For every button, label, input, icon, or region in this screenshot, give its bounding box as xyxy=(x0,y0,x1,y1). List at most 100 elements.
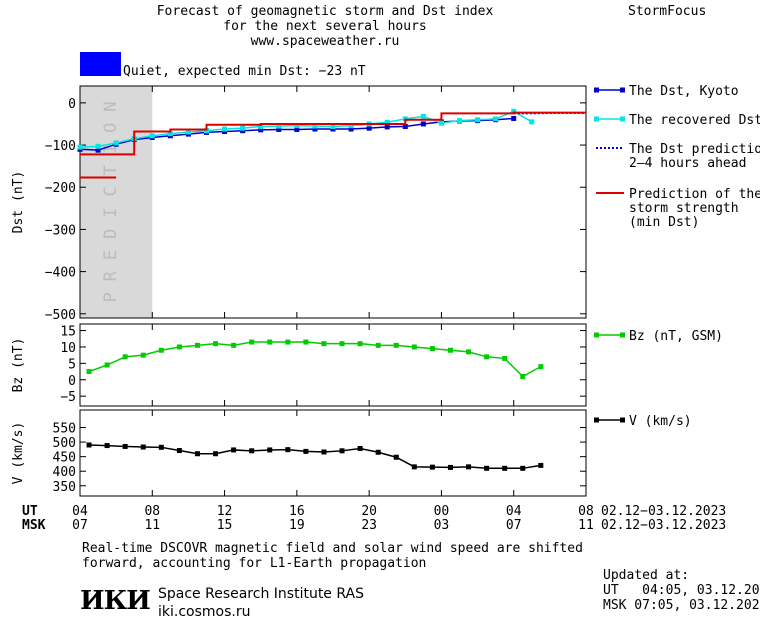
data-point-bz-0 xyxy=(231,343,236,348)
y-axis-label-bz: Bz (nT) xyxy=(11,338,26,393)
data-point-dst-1 xyxy=(222,127,227,132)
x-tick-label-msk: 07 xyxy=(72,518,88,533)
data-point-bz-0 xyxy=(159,348,164,353)
data-point-v-0 xyxy=(358,446,363,451)
legend-label-dst-3: Prediction of the xyxy=(629,187,760,202)
data-point-dst-1 xyxy=(240,126,245,131)
y-tick-label-dst: −100 xyxy=(45,139,76,154)
y-tick-label-dst: −500 xyxy=(45,308,76,323)
y-axis-label-v: V (km/s) xyxy=(11,422,26,485)
data-point-v-0 xyxy=(484,466,489,471)
y-tick-label-bz: 0 xyxy=(68,374,76,389)
prediction-band xyxy=(80,86,152,318)
data-point-dst-1 xyxy=(529,119,534,124)
legend-marker xyxy=(620,117,625,122)
x-tick-label-ut: 16 xyxy=(289,504,305,519)
data-point-v-0 xyxy=(520,466,525,471)
data-point-dst-1 xyxy=(96,144,101,149)
legend-label-dst-3: (min Dst) xyxy=(629,215,699,230)
iki-logo: ИКИ xyxy=(80,586,150,616)
data-point-v-0 xyxy=(376,450,381,455)
y-tick-label-v: 550 xyxy=(53,421,76,436)
x-tick-label-msk: 11 xyxy=(144,518,160,533)
data-point-bz-0 xyxy=(394,343,399,348)
y-tick-label-v: 350 xyxy=(53,480,76,495)
data-point-bz-0 xyxy=(430,346,435,351)
prediction-letter: C xyxy=(101,186,121,196)
data-point-bz-0 xyxy=(520,374,525,379)
data-point-dst-0 xyxy=(385,124,390,129)
data-point-bz-0 xyxy=(249,340,254,345)
data-point-bz-0 xyxy=(466,349,471,354)
data-point-v-0 xyxy=(448,465,453,470)
y-tick-label-v: 450 xyxy=(53,451,76,466)
data-point-v-0 xyxy=(466,464,471,469)
x-tick-label-ut: 04 xyxy=(72,504,88,519)
note-line-1: Real-time DSCOVR magnetic field and sola… xyxy=(82,541,583,556)
data-point-bz-0 xyxy=(87,369,92,374)
y-axis-label-dst: Dst (nT) xyxy=(11,171,26,234)
data-point-bz-0 xyxy=(340,341,345,346)
data-point-v-0 xyxy=(231,447,236,452)
data-point-dst-1 xyxy=(475,117,480,122)
legend-marker xyxy=(594,88,599,93)
panel-frame-v xyxy=(80,410,586,496)
data-point-bz-0 xyxy=(213,341,218,346)
y-tick-label-dst: 0 xyxy=(68,97,76,112)
data-point-bz-0 xyxy=(177,344,182,349)
data-point-bz-0 xyxy=(502,356,507,361)
prediction-letter: D xyxy=(101,229,121,239)
data-point-v-0 xyxy=(430,465,435,470)
data-point-bz-0 xyxy=(321,341,326,346)
y-tick-label-bz: 15 xyxy=(60,325,76,340)
data-point-bz-0 xyxy=(358,341,363,346)
x-tick-label-msk: 07 xyxy=(506,518,522,533)
y-tick-label-dst: −400 xyxy=(45,266,76,281)
data-point-bz-0 xyxy=(105,363,110,368)
data-point-dst-1 xyxy=(457,118,462,123)
legend-label-dst-1: The recovered Dst xyxy=(629,113,760,128)
data-point-bz-0 xyxy=(448,348,453,353)
x-axis-msk-prefix: MSK xyxy=(22,518,46,533)
y-tick-label-bz: −5 xyxy=(60,390,76,405)
legend-label-v-0: V (km/s) xyxy=(629,414,692,429)
data-note: Real-time DSCOVR magnetic field and sola… xyxy=(82,541,583,571)
x-axis-ut-prefix: UT xyxy=(22,504,38,519)
legend-marker xyxy=(620,333,625,338)
data-point-dst-1 xyxy=(78,145,83,150)
updated-block: Updated at: UT 04:05, 03.12.2023 MSK 07:… xyxy=(603,568,760,613)
panel-frame-dst xyxy=(80,86,586,318)
y-tick-label-dst: −300 xyxy=(45,223,76,238)
prediction-letter: P xyxy=(101,292,121,302)
data-point-v-0 xyxy=(321,449,326,454)
data-point-v-0 xyxy=(123,444,128,449)
note-line-2: forward, accounting for L1-Earth propaga… xyxy=(82,556,583,571)
data-point-v-0 xyxy=(285,447,290,452)
updated-ut: UT 04:05, 03.12.2023 xyxy=(603,583,760,598)
prediction-letter: R xyxy=(101,270,121,281)
x-tick-label-ut: 04 xyxy=(506,504,522,519)
data-point-bz-0 xyxy=(303,340,308,345)
data-point-v-0 xyxy=(177,448,182,453)
data-point-bz-0 xyxy=(376,343,381,348)
data-point-v-0 xyxy=(159,445,164,450)
data-point-dst-1 xyxy=(114,140,119,145)
data-point-v-0 xyxy=(141,445,146,450)
updated-msk: MSK 07:05, 03.12.2023 xyxy=(603,598,760,613)
x-tick-label-ut: 20 xyxy=(361,504,377,519)
institute-link[interactable]: iki.cosmos.ru xyxy=(158,603,364,621)
prediction-letter: T xyxy=(101,165,121,175)
data-point-v-0 xyxy=(213,451,218,456)
data-point-bz-0 xyxy=(412,344,417,349)
x-tick-label-msk: 19 xyxy=(289,518,305,533)
x-axis-msk-date-range: 02.12−03.12.2023 xyxy=(601,518,726,533)
prediction-letter: E xyxy=(101,250,121,260)
legend-marker xyxy=(594,333,599,338)
legend-label-dst-3: storm strength xyxy=(629,201,739,216)
series-line-v-0 xyxy=(89,445,541,468)
data-point-dst-1 xyxy=(421,114,426,119)
legend-marker xyxy=(594,418,599,423)
x-tick-label-msk: 15 xyxy=(217,518,233,533)
data-point-v-0 xyxy=(502,466,507,471)
